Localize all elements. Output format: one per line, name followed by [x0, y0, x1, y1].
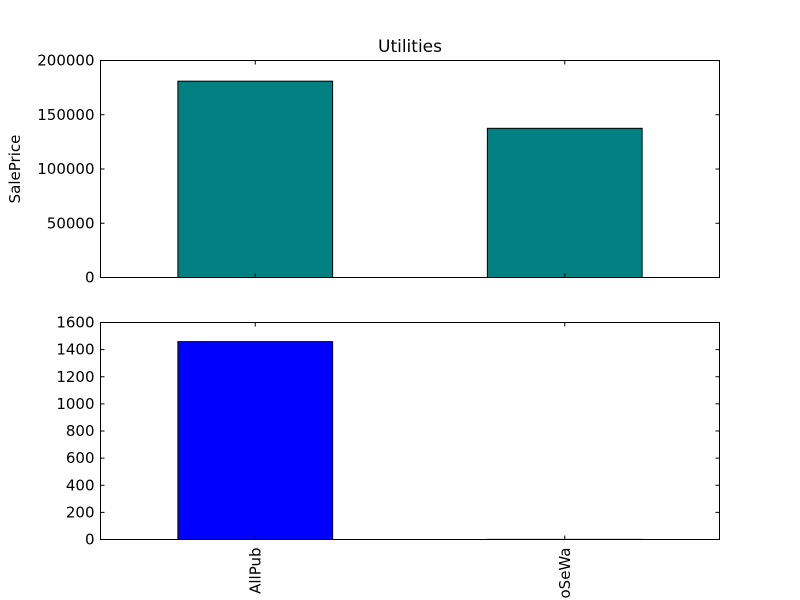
y-tick-label: 100000: [37, 160, 94, 178]
saleprice-plot-frame: [100, 60, 720, 278]
bar-allpub: [177, 80, 334, 278]
y-tick-label: 1600: [56, 314, 94, 332]
x-tick-label: AllPub: [246, 548, 264, 594]
y-tick-label: 150000: [37, 106, 94, 124]
y-tick-label: 200: [66, 503, 95, 521]
bar-nosewa: [486, 127, 643, 278]
chart-title: Utilities: [378, 37, 442, 57]
saleprice-y-ticks: 0 50000 100000 150000 200000: [37, 52, 720, 287]
y-tick-label: 1200: [56, 368, 94, 386]
y-tick-label: 200000: [37, 52, 94, 70]
y-tick-label: 600: [66, 449, 95, 467]
y-tick-label: 800: [66, 422, 95, 440]
saleprice-bars: [177, 80, 643, 278]
count-x-ticks: AllPub NoSeWa: [246, 322, 574, 600]
y-tick-label: 1400: [56, 341, 94, 359]
count-y-ticks: 0 200 400 600 800 1000 1200 1400 1600: [56, 314, 720, 549]
saleprice-x-ticks: [254, 60, 566, 278]
bar-allpub: [177, 341, 334, 541]
y-axis-label: SalePrice: [6, 135, 24, 204]
y-tick-label: 1000: [56, 395, 94, 413]
y-tick-label: 0: [85, 531, 95, 549]
count-bars: [177, 341, 643, 541]
x-tick-label: NoSeWa: [556, 548, 574, 600]
y-tick-label: 400: [66, 476, 95, 494]
y-tick-label: 50000: [47, 214, 95, 232]
count-plot-frame: [100, 322, 720, 540]
count-panel: 0 200 400 600 800 1000 1200 1400 1600 AllPub NoSe…: [56, 314, 720, 600]
y-tick-label: 0: [85, 269, 95, 287]
saleprice-panel: Utilities SalePrice 0 50000 100000 150000 20…: [6, 37, 720, 287]
